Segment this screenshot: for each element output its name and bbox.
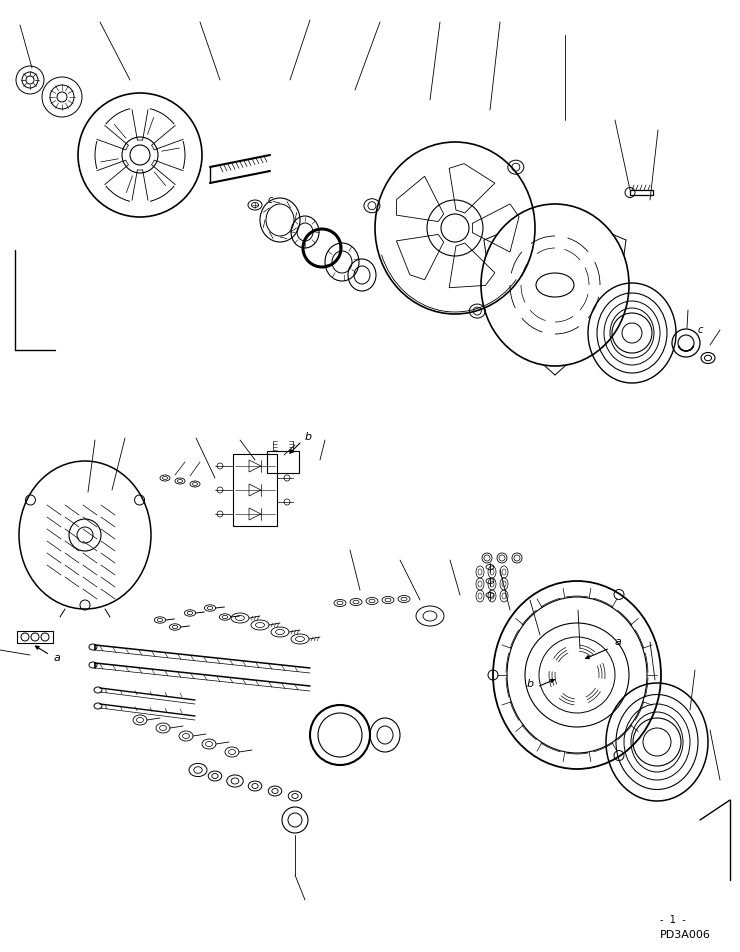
Text: b: b: [526, 679, 534, 689]
Bar: [17, 631, 53, 643]
Text: b: b: [304, 432, 312, 442]
Bar: [233, 454, 277, 526]
Text: c: c: [267, 195, 272, 205]
Text: PD3A006: PD3A006: [660, 930, 711, 940]
Text: c: c: [697, 325, 703, 335]
Text: a: a: [614, 637, 622, 647]
Text: -  1  -: - 1 -: [660, 915, 686, 925]
Bar: [267, 451, 299, 473]
Text: a: a: [53, 653, 61, 663]
